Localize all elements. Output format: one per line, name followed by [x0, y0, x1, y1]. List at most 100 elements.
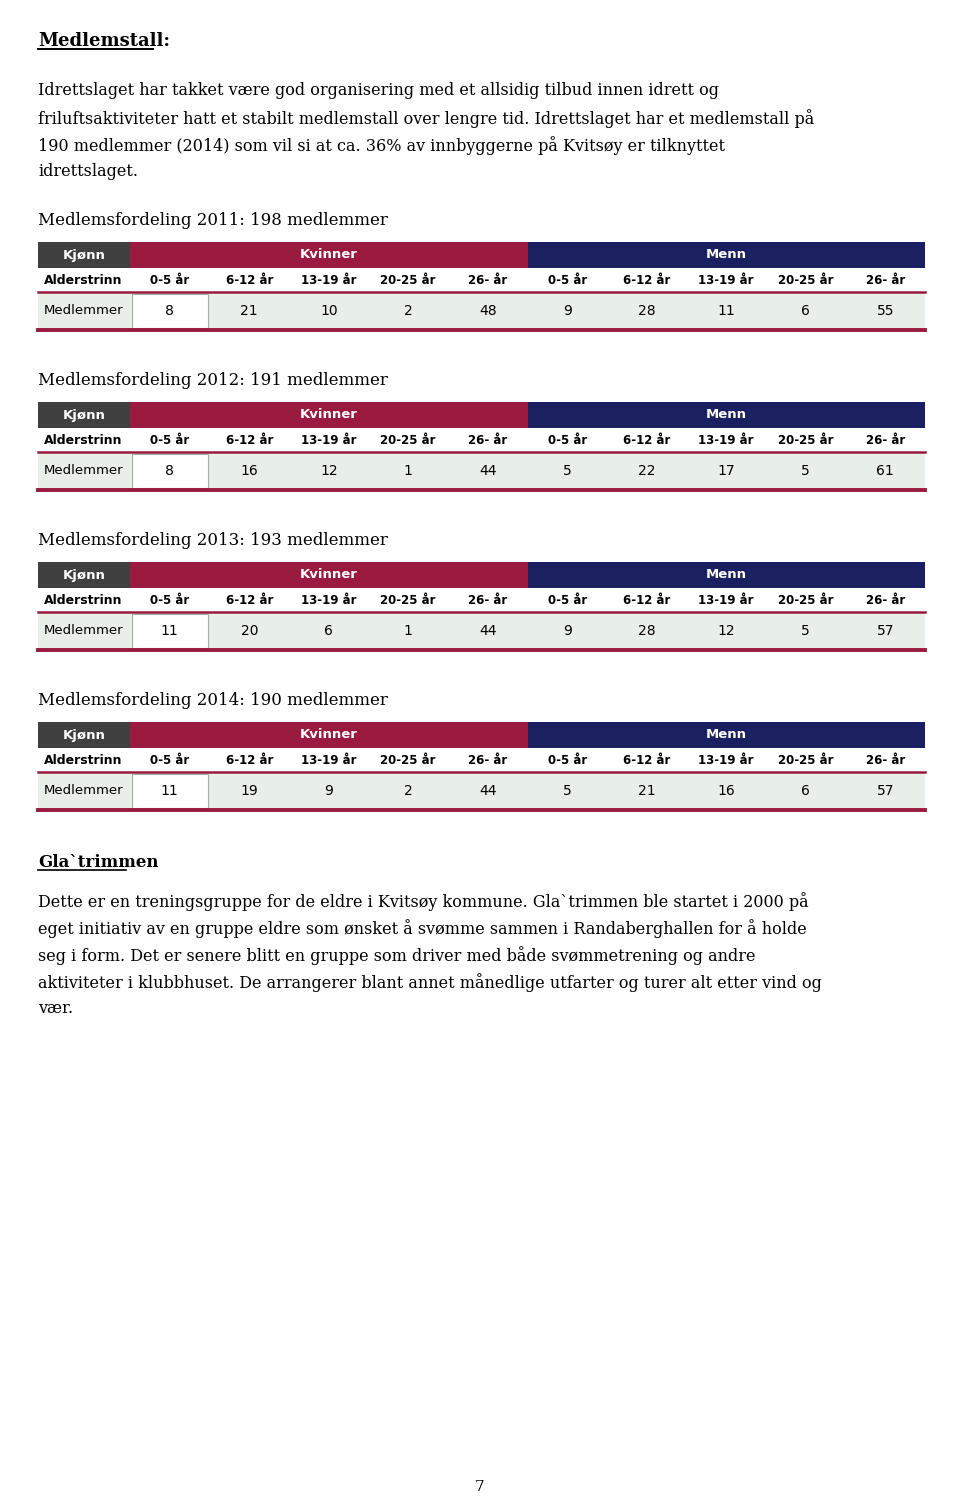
- Bar: [38, 747, 925, 772]
- Text: eget initiativ av en gruppe eldre som ønsket å svømme sammen i Randaberghallen f: eget initiativ av en gruppe eldre som øn…: [38, 919, 806, 937]
- Text: Alderstrinn: Alderstrinn: [44, 754, 123, 767]
- Text: 13-19 år: 13-19 år: [301, 754, 356, 767]
- Text: 8: 8: [165, 304, 174, 318]
- Text: Kjønn: Kjønn: [62, 249, 106, 262]
- Text: Idrettslaget har takket være god organisering med et allsidig tilbud innen idret: Idrettslaget har takket være god organis…: [38, 81, 719, 99]
- Text: 5: 5: [563, 464, 571, 478]
- Text: 5: 5: [563, 784, 571, 799]
- Bar: [38, 292, 925, 330]
- Text: 0-5 år: 0-5 år: [547, 594, 587, 606]
- Text: 20-25 år: 20-25 år: [778, 273, 833, 286]
- Text: Medlemmer: Medlemmer: [44, 624, 124, 637]
- Text: 61: 61: [876, 464, 894, 478]
- Text: 26- år: 26- år: [866, 754, 905, 767]
- Text: 21: 21: [638, 784, 656, 799]
- Text: 20-25 år: 20-25 år: [380, 594, 436, 606]
- Text: Alderstrinn: Alderstrinn: [44, 434, 123, 446]
- Text: 13-19 år: 13-19 år: [301, 434, 356, 446]
- Bar: [38, 562, 130, 588]
- Bar: [527, 402, 925, 428]
- Text: Menn: Menn: [706, 568, 747, 582]
- Text: 13-19 år: 13-19 år: [699, 434, 754, 446]
- Bar: [38, 268, 925, 292]
- Text: 20: 20: [241, 624, 258, 637]
- Text: 0-5 år: 0-5 år: [150, 754, 189, 767]
- Text: 7: 7: [475, 1480, 485, 1493]
- Text: 20-25 år: 20-25 år: [778, 754, 833, 767]
- Text: 26- år: 26- år: [468, 594, 508, 606]
- Text: 20-25 år: 20-25 år: [380, 434, 436, 446]
- Text: 190 medlemmer (2014) som vil si at ca. 36% av innbyggerne på Kvitsøy er tilknytt: 190 medlemmer (2014) som vil si at ca. 3…: [38, 136, 725, 155]
- Text: 0-5 år: 0-5 år: [150, 273, 189, 286]
- Text: 12: 12: [320, 464, 338, 478]
- Text: Alderstrinn: Alderstrinn: [44, 594, 123, 606]
- Text: 6-12 år: 6-12 år: [623, 594, 670, 606]
- Text: 13-19 år: 13-19 år: [699, 594, 754, 606]
- Text: 9: 9: [563, 304, 572, 318]
- Text: Kjønn: Kjønn: [62, 408, 106, 422]
- Bar: [130, 402, 527, 428]
- Text: 6: 6: [802, 304, 810, 318]
- Text: Kvinner: Kvinner: [300, 568, 358, 582]
- Text: Medlemmer: Medlemmer: [44, 464, 124, 478]
- Text: 5: 5: [802, 464, 810, 478]
- Text: 8: 8: [165, 464, 174, 478]
- Text: 17: 17: [717, 464, 735, 478]
- Bar: [38, 772, 925, 809]
- Text: Alderstrinn: Alderstrinn: [44, 273, 123, 286]
- Text: aktiviteter i klubbhuset. De arrangerer blant annet månedlige utfarter og turer : aktiviteter i klubbhuset. De arrangerer …: [38, 974, 822, 992]
- Text: 0-5 år: 0-5 år: [547, 434, 587, 446]
- Text: Medlemmer: Medlemmer: [44, 785, 124, 797]
- Bar: [130, 722, 527, 747]
- Text: 57: 57: [876, 624, 894, 637]
- Text: 12: 12: [717, 624, 735, 637]
- Text: 10: 10: [320, 304, 338, 318]
- Text: 13-19 år: 13-19 år: [699, 273, 754, 286]
- Text: 0-5 år: 0-5 år: [547, 754, 587, 767]
- Bar: [38, 452, 925, 490]
- Text: 0-5 år: 0-5 år: [150, 434, 189, 446]
- Text: 0-5 år: 0-5 år: [150, 594, 189, 606]
- Text: 9: 9: [324, 784, 333, 799]
- Text: Medlemstall:: Medlemstall:: [38, 32, 170, 50]
- Text: 19: 19: [240, 784, 258, 799]
- Text: 6-12 år: 6-12 år: [623, 434, 670, 446]
- Text: 26- år: 26- år: [866, 273, 905, 286]
- Text: 2: 2: [404, 784, 413, 799]
- Text: Gla`trimmen: Gla`trimmen: [38, 854, 158, 871]
- Text: 20-25 år: 20-25 år: [380, 273, 436, 286]
- Bar: [527, 562, 925, 588]
- Bar: [38, 402, 130, 428]
- Text: idrettslaget.: idrettslaget.: [38, 163, 138, 179]
- Text: Menn: Menn: [706, 728, 747, 741]
- Text: Kvinner: Kvinner: [300, 249, 358, 262]
- Text: 6-12 år: 6-12 år: [226, 754, 273, 767]
- Text: seg i form. Det er senere blitt en gruppe som driver med både svømmetrening og a: seg i form. Det er senere blitt en grupp…: [38, 946, 756, 964]
- Text: 13-19 år: 13-19 år: [301, 594, 356, 606]
- Text: Medlemsfordeling 2013: 193 medlemmer: Medlemsfordeling 2013: 193 medlemmer: [38, 532, 388, 549]
- Bar: [130, 243, 527, 268]
- Text: 20-25 år: 20-25 år: [778, 594, 833, 606]
- Text: 5: 5: [802, 624, 810, 637]
- Text: Kjønn: Kjønn: [62, 728, 106, 741]
- Text: 11: 11: [717, 304, 735, 318]
- Text: 26- år: 26- år: [866, 594, 905, 606]
- Text: 0-5 år: 0-5 år: [547, 273, 587, 286]
- Bar: [527, 722, 925, 747]
- Text: Medlemmer: Medlemmer: [44, 304, 124, 318]
- Text: Kjønn: Kjønn: [62, 568, 106, 582]
- Text: 26- år: 26- år: [468, 754, 508, 767]
- Bar: [38, 588, 925, 612]
- Text: 26- år: 26- år: [866, 434, 905, 446]
- Text: 20-25 år: 20-25 år: [778, 434, 833, 446]
- Bar: [38, 612, 925, 650]
- Text: Menn: Menn: [706, 249, 747, 262]
- Text: 6-12 år: 6-12 år: [226, 434, 273, 446]
- Bar: [38, 428, 925, 452]
- Text: Kvinner: Kvinner: [300, 728, 358, 741]
- Text: 57: 57: [876, 784, 894, 799]
- Text: 6-12 år: 6-12 år: [226, 273, 273, 286]
- Text: 26- år: 26- år: [468, 273, 508, 286]
- Text: 55: 55: [876, 304, 894, 318]
- Text: 6-12 år: 6-12 år: [623, 754, 670, 767]
